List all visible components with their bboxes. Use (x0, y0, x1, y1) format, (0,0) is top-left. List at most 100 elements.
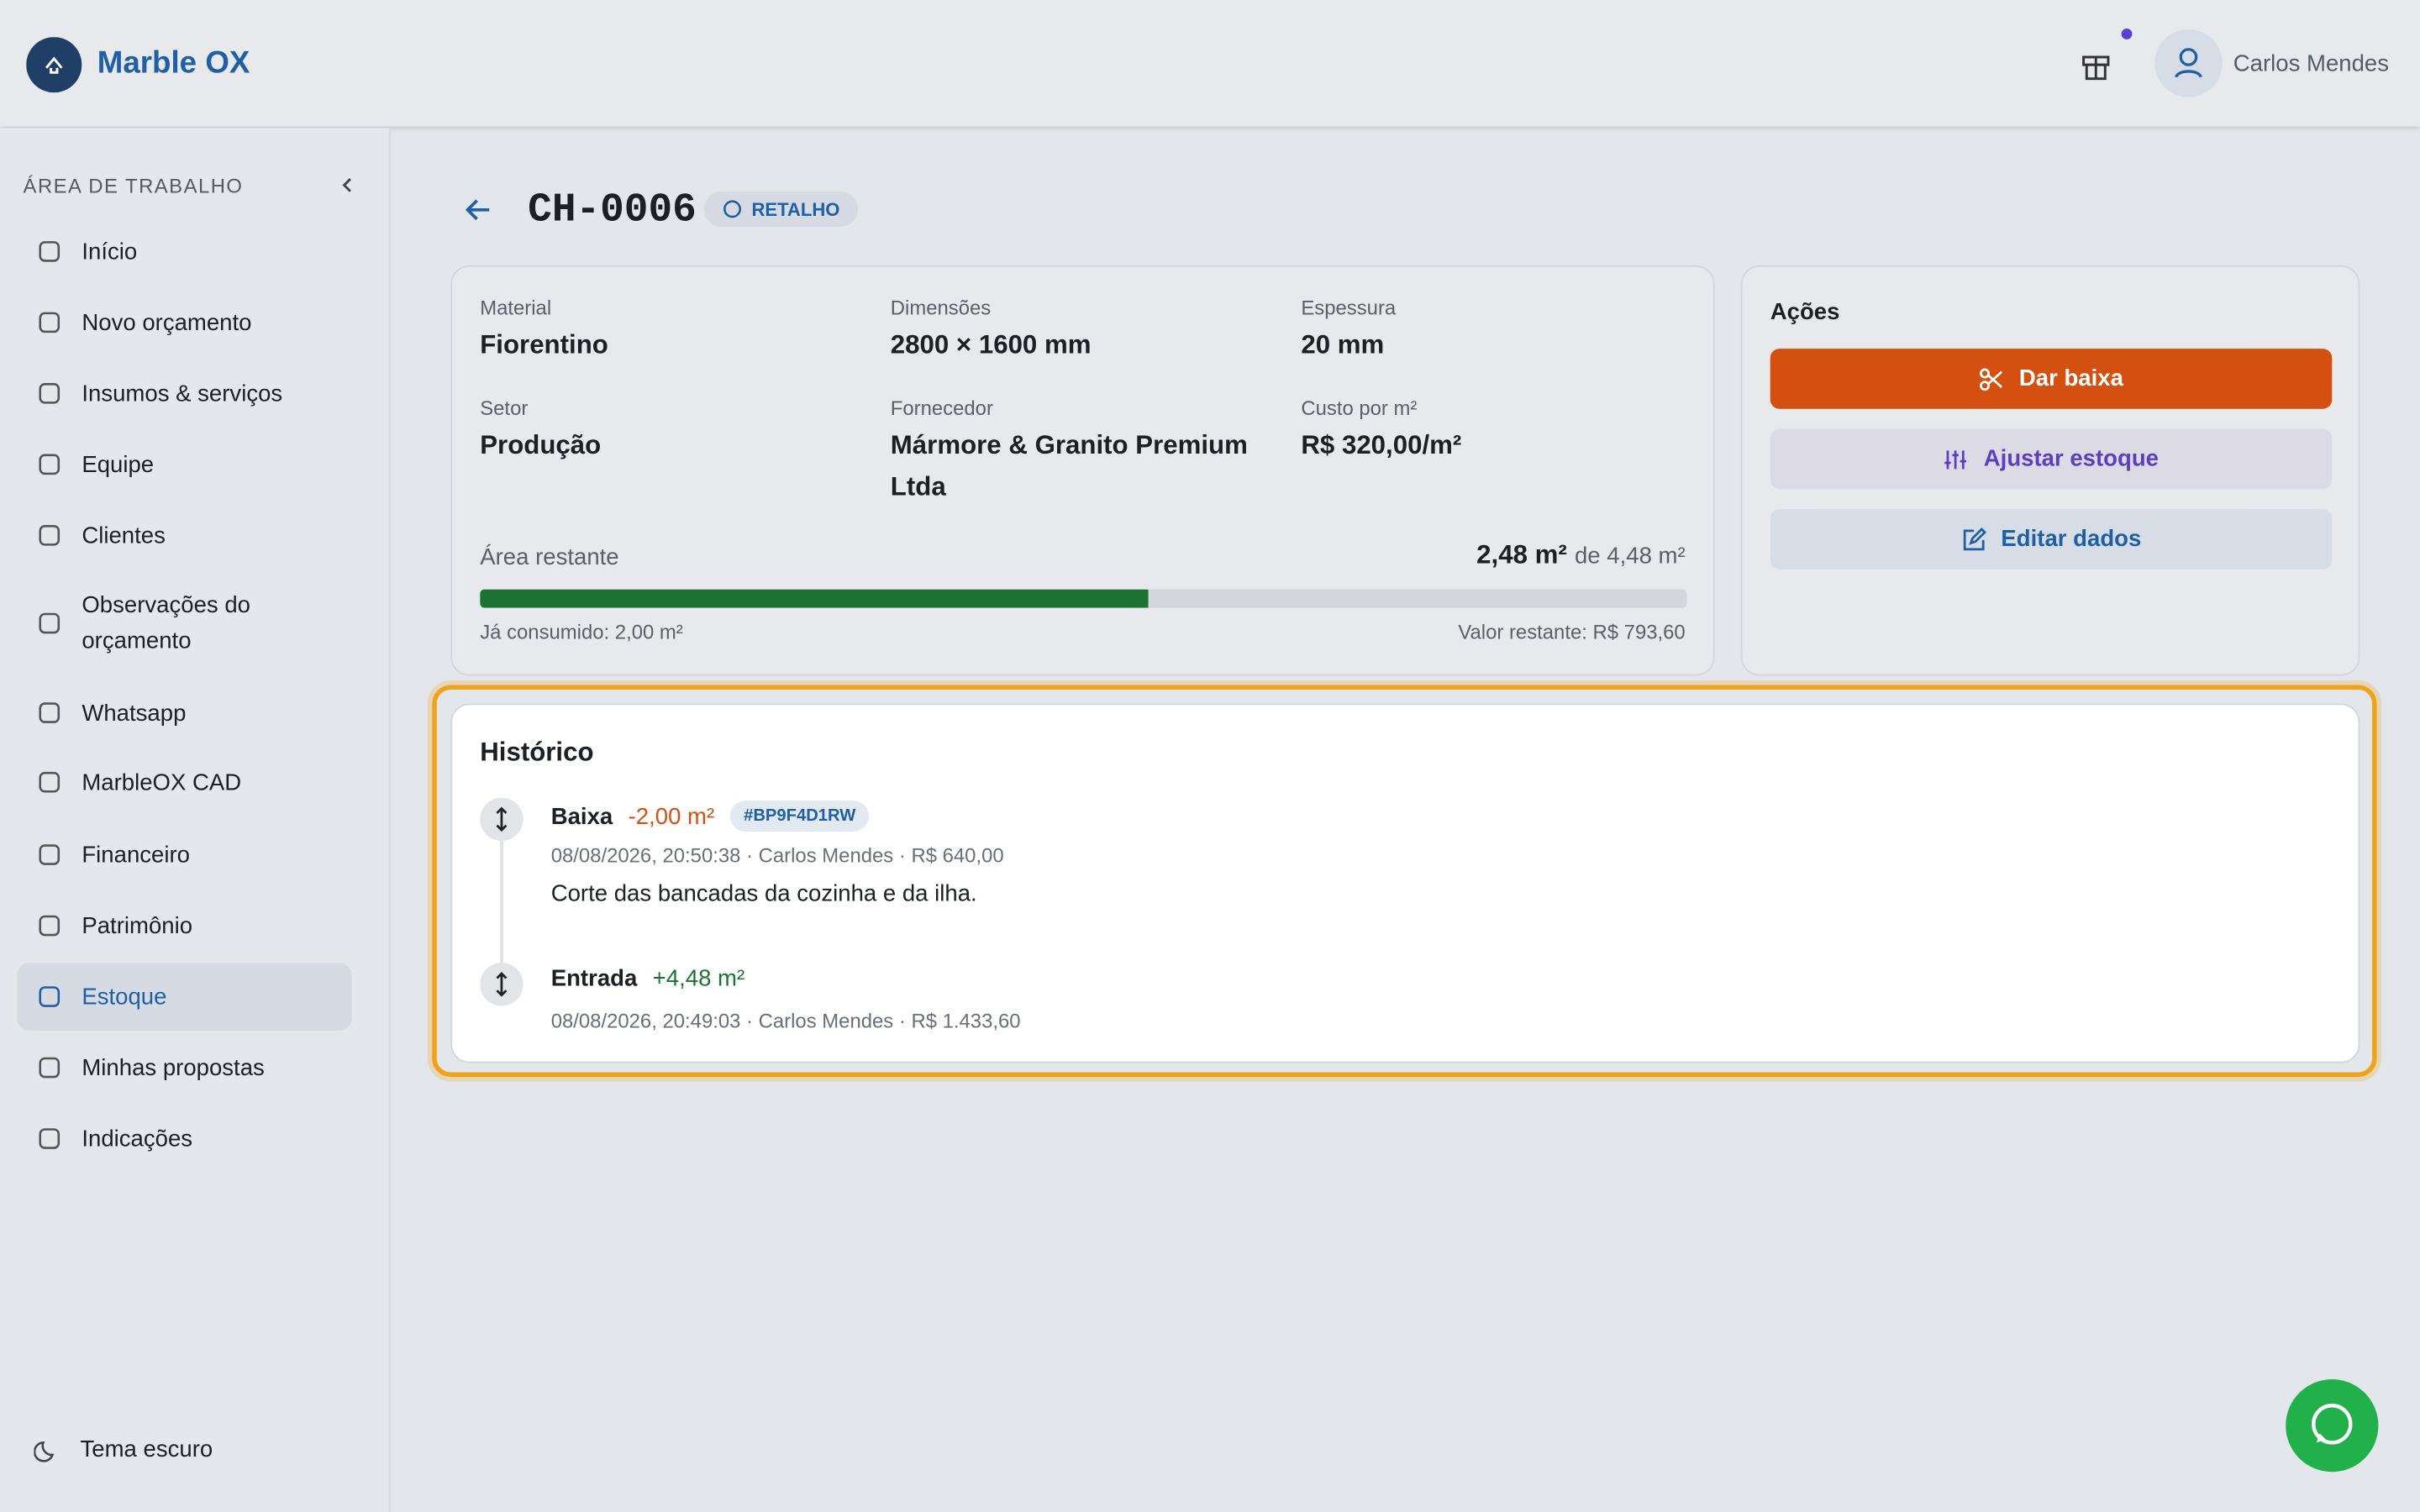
icon-shape (39, 844, 60, 865)
icon-shape (39, 454, 60, 475)
entry-amount: -2,00 m² (628, 803, 715, 830)
nav-icon (39, 612, 60, 634)
progress-fill (480, 589, 1149, 608)
nav-label: Financeiro (82, 841, 191, 869)
top-bar: Marble OX Carlos Mendes (0, 0, 2420, 127)
nav-label: Insumos & serviços (82, 380, 283, 407)
moon-icon (34, 1441, 55, 1462)
nav-label: Clientes (82, 522, 166, 549)
timeline-line (500, 837, 503, 969)
history-card: Histórico Baixa -2,00 m² #BP9F4D1RW 08/08/2… (450, 703, 2360, 1063)
entry-icon (480, 797, 523, 842)
entry-type: Baixa (550, 803, 613, 830)
remaining-area: 2,48 m² (1476, 539, 1567, 570)
theme-toggle[interactable]: Tema escuro (34, 1436, 213, 1462)
field-value: 20 mm (1301, 330, 1385, 360)
nav-item[interactable]: Minhas propostas (17, 1034, 352, 1102)
field-value: Produção (480, 430, 602, 460)
nav-label: Equipe (82, 451, 155, 478)
field-label: Material (480, 296, 552, 320)
field-label: Custo por m² (1301, 396, 1418, 420)
nav-icon (39, 915, 60, 937)
avatar[interactable] (2154, 29, 2223, 97)
entry-meta: 08/08/2026, 20:50:38 · Carlos Mendes · R… (550, 843, 1004, 868)
nav-item[interactable]: Novo orçamento (17, 288, 352, 356)
field-label: Setor (480, 396, 529, 420)
nav-label: Whatsapp (82, 699, 187, 727)
entry-head: Entrada +4,48 m² (551, 966, 744, 992)
nav-item[interactable]: MarbleOX CAD (17, 748, 352, 816)
area-values: 2,48 m² de 4,48 m² (1476, 540, 1686, 571)
area-label: Área restante (480, 544, 619, 571)
button-label: Ajustar estoque (1983, 445, 2159, 473)
nav-item[interactable]: Estoque (17, 963, 352, 1031)
nav-item[interactable]: Clientes (17, 501, 352, 570)
entry-amount: +4,48 m² (652, 965, 745, 993)
nav-item[interactable]: Patrimônio (17, 892, 352, 960)
edit-button[interactable]: Editar dados (1770, 509, 2333, 570)
adjust-button[interactable]: Ajustar estoque (1770, 428, 2333, 490)
button-label: Dar baixa (2018, 365, 2123, 392)
nav-label: Indicações (82, 1125, 193, 1152)
nav-item[interactable]: Financeiro (17, 821, 352, 889)
gift-button[interactable] (2079, 46, 2140, 83)
entry-head: Baixa -2,00 m² #BP9F4D1RW (551, 801, 870, 832)
nav-icon (39, 525, 60, 546)
sidebar: ÁREA DE TRABALHO Tema escuro Início Novo … (0, 128, 391, 1512)
nav-label: Estoque (82, 983, 167, 1011)
field-label: Espessura (1301, 296, 1397, 320)
progress-track (480, 589, 1687, 608)
edit-icon (1962, 527, 1986, 550)
nav-item[interactable]: Equipe (17, 430, 352, 498)
collapse-button[interactable] (338, 176, 356, 194)
highlight (432, 685, 2377, 1078)
icon-shape (39, 241, 60, 262)
page-title: CH-0006 (528, 186, 697, 234)
field-label: Dimensões (890, 296, 992, 320)
whatsapp-button[interactable] (2284, 1378, 2380, 1473)
back-button[interactable] (463, 194, 494, 225)
nav-label: MarbleOX CAD (82, 769, 242, 795)
nav-item[interactable]: Início (17, 218, 352, 286)
icon-shape (39, 915, 60, 937)
nav-item[interactable]: Indicações (17, 1105, 352, 1173)
write-off-button[interactable]: Dar baixa (1770, 349, 2333, 409)
icon-shape (39, 1128, 60, 1149)
section-title: ÁREA DE TRABALHO (23, 174, 244, 198)
brand: Marble OX (97, 46, 250, 81)
remaining-value: Valor restante: R$ 793,60 (1458, 620, 1686, 643)
icon-shape (39, 771, 60, 793)
badge-label: RETALHO (751, 198, 840, 220)
icon-shape (39, 986, 60, 1007)
nav-icon (39, 844, 60, 865)
nav-icon (39, 1128, 60, 1149)
nav-icon (39, 1057, 60, 1079)
field-value: Mármore & Granito Premium Ltda (890, 430, 1248, 501)
icon-shape (39, 612, 60, 634)
total-area: de 4,48 m² (1574, 543, 1686, 570)
icon-shape (39, 383, 60, 404)
entry-icon (480, 963, 523, 1006)
nav-item[interactable]: Observações do orçamento (17, 572, 352, 674)
nav-label: Observações do orçamento (82, 592, 250, 654)
nav-label: Patrimônio (82, 912, 193, 939)
button-label: Editar dados (2001, 526, 2142, 553)
nav-icon (39, 454, 60, 475)
nav-icon (39, 986, 60, 1007)
nav-item[interactable]: Whatsapp (17, 679, 352, 747)
actions-card: Ações Dar baixa Ajustar estoque Editar d… (1740, 265, 2360, 676)
nav-label: Novo orçamento (82, 309, 252, 336)
entry-meta: 08/08/2026, 20:49:03 · Carlos Mendes · R… (550, 1009, 1021, 1032)
entry-type: Entrada (550, 965, 638, 993)
nav-item[interactable]: Insumos & serviços (17, 360, 352, 428)
nav-label: Início (82, 238, 138, 265)
user-name[interactable]: Carlos Mendes (2233, 50, 2390, 77)
icon-arrow (496, 806, 508, 832)
field-value: R$ 320,00/m² (1301, 430, 1462, 460)
badge: RETALHO (703, 191, 859, 227)
icon-shape (39, 1057, 60, 1079)
nav-icon (39, 383, 60, 404)
consumed: Já consumido: 2,00 m² (480, 620, 683, 643)
